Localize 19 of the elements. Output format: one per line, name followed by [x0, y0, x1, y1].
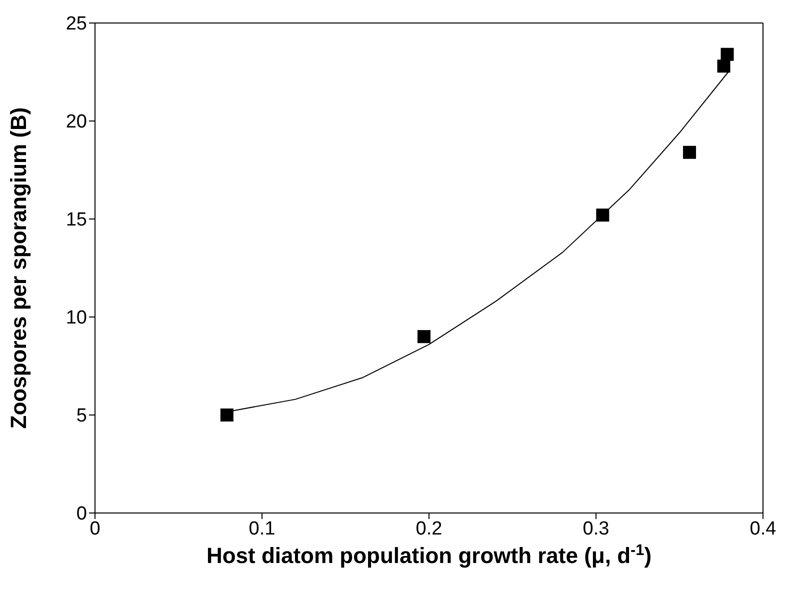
- point: [596, 208, 610, 222]
- y-axis-title: Zoospores per sporangium (B): [6, 107, 31, 429]
- y-tick-label: 0: [76, 504, 87, 525]
- point: [417, 330, 430, 344]
- point: [717, 60, 730, 73]
- x-tick-label: 0.4: [750, 518, 777, 540]
- y-tick-label: 15: [66, 210, 87, 231]
- x-axis-title: Host diatom population growth rate (μ, d$^{-1}$): [206, 542, 652, 568]
- x-tick-label: 0: [90, 518, 100, 540]
- point: [720, 48, 734, 61]
- point: [683, 146, 696, 159]
- x-tick-label: 0.1: [248, 518, 276, 540]
- x-tick-label: 0.2: [416, 518, 442, 540]
- y-tick-label: 20: [66, 112, 87, 133]
- y-tick-label: 10: [66, 308, 87, 329]
- x-tick-label: 0.3: [582, 518, 610, 540]
- point: [220, 408, 234, 422]
- y-tick-label: 5: [76, 406, 87, 427]
- y-tick-label: 25: [66, 14, 87, 35]
